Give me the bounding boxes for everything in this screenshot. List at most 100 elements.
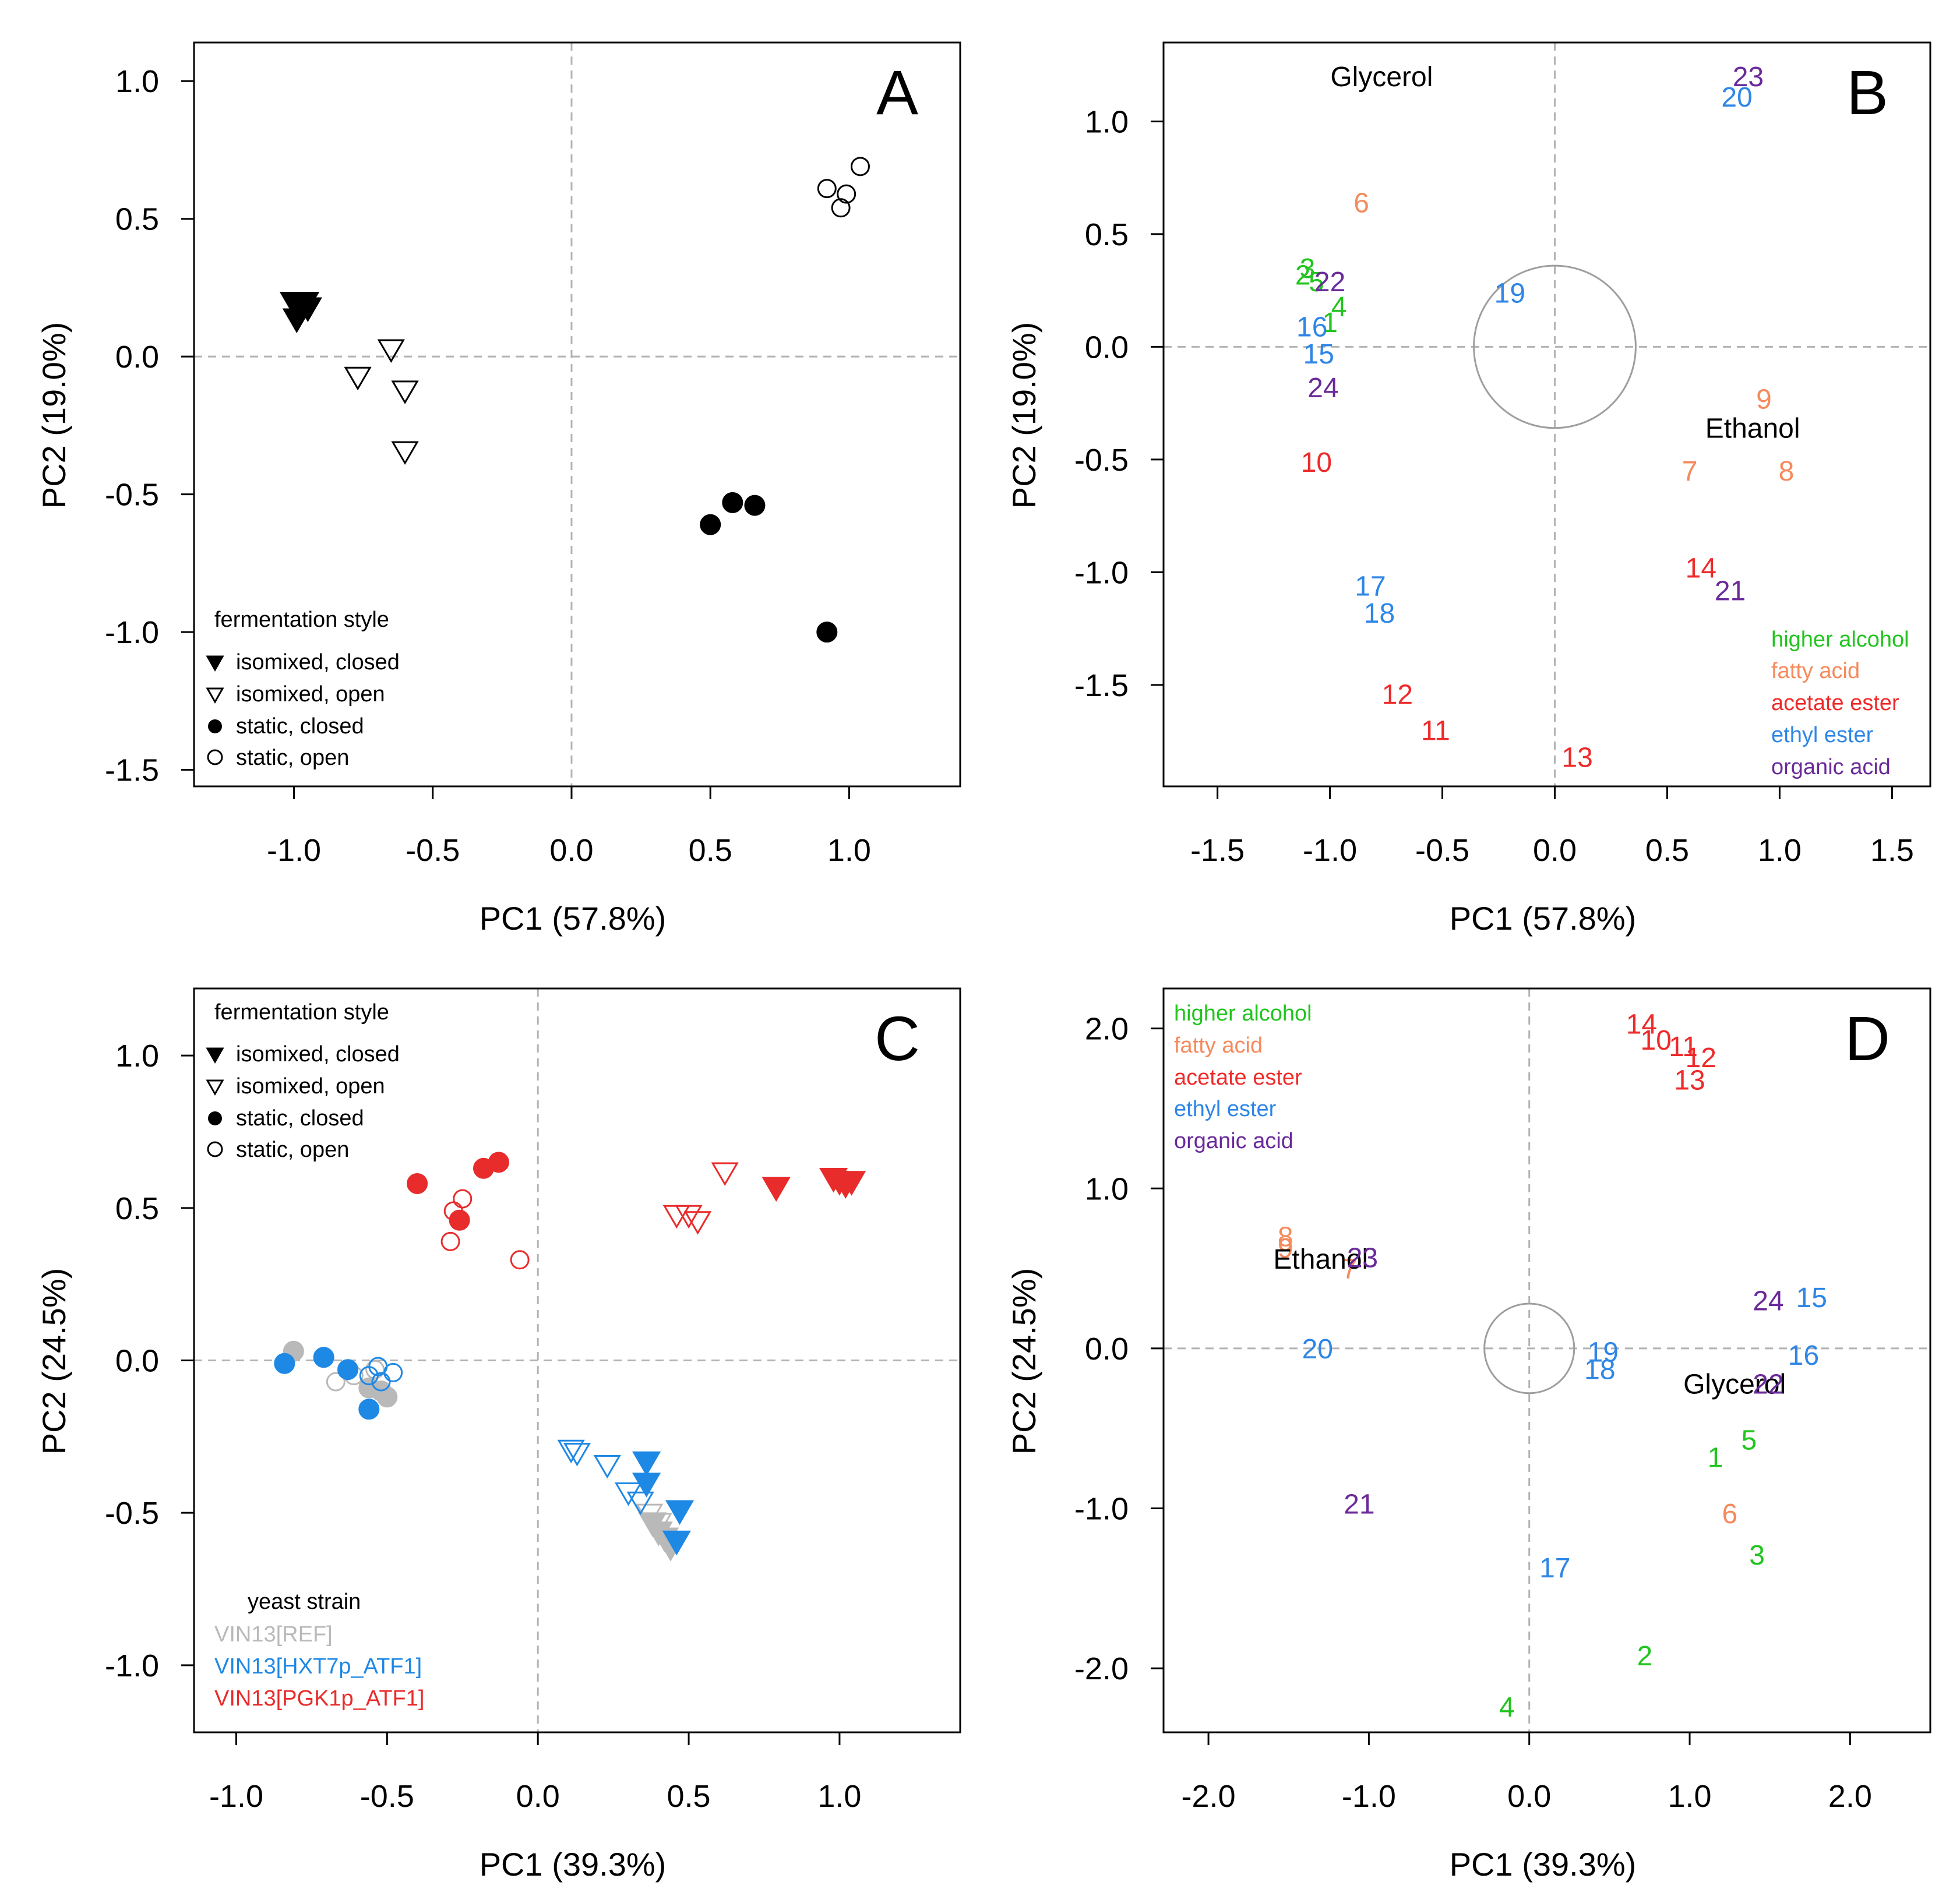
data-point xyxy=(407,1173,428,1194)
y-tick-label: -0.5 xyxy=(105,1496,159,1531)
panel-a: -1.0 -0.5 0.0 0.5 1.0 1.0 0.5 0.0 -0.5 -1.0 -1.5 A… xyxy=(36,41,961,937)
y-tick-label: 1.0 xyxy=(115,64,159,99)
variable-label: 4 xyxy=(1331,292,1347,323)
legend-strain-ref: VIN13[REF] xyxy=(214,1622,333,1647)
panel-d-legend: higher alcohol fatty acid acetate ester … xyxy=(1174,1001,1312,1153)
data-point xyxy=(274,1353,295,1374)
x-tick-label: 0.0 xyxy=(1507,1779,1551,1814)
variable-label: 18 xyxy=(1584,1355,1615,1386)
variable-label: 20 xyxy=(1721,82,1752,113)
data-point xyxy=(337,1359,359,1380)
panel-c-legend: fermentation style isomixed, closed isom… xyxy=(206,1000,400,1162)
variable-label: Glycerol xyxy=(1330,62,1433,93)
variable-label: 20 xyxy=(1302,1334,1333,1365)
legend-entry-label: isomixed, open xyxy=(236,682,385,707)
data-point xyxy=(371,1372,391,1392)
data-point xyxy=(614,1482,643,1506)
data-point xyxy=(488,1152,509,1173)
y-tick-label: 0.0 xyxy=(115,1344,159,1379)
data-point xyxy=(453,1189,473,1209)
data-point xyxy=(344,366,372,391)
equilibrium-circle xyxy=(1483,1302,1575,1394)
y-tick-label: -0.5 xyxy=(1074,443,1129,478)
x-tick-label: 1.0 xyxy=(817,1779,861,1814)
data-point xyxy=(831,198,851,218)
legend-fatty-acid: fatty acid xyxy=(1771,659,1860,683)
data-point xyxy=(377,339,405,363)
x-tick-label: -1.0 xyxy=(209,1779,263,1814)
y-tick-label: 0.5 xyxy=(1085,217,1129,252)
legend-acetate-ester: acetate ester xyxy=(1771,691,1899,715)
panel-c-xlabel: PC1 (39.3%) xyxy=(480,1846,667,1883)
variable-label: 23 xyxy=(1733,62,1764,93)
y-tick-label: -1.5 xyxy=(1074,668,1129,703)
legend-marker-circle-open xyxy=(207,749,223,765)
variable-label: 17 xyxy=(1355,571,1386,602)
plot-frame xyxy=(1162,987,1931,1733)
legend-entry-label: static, open xyxy=(236,746,349,770)
data-point xyxy=(563,1443,591,1467)
plot-layer: -1.5 -1.0 -0.5 0.0 0.5 1.0 1.5 1.0 0.5 0.0 -0.5 -1.… xyxy=(1074,41,1931,868)
data-point xyxy=(358,1399,380,1420)
legend-marker-triangle-open xyxy=(206,1079,224,1096)
legend-ethyl-ester: ethyl ester xyxy=(1174,1097,1277,1121)
variable-label: 22 xyxy=(1314,267,1345,298)
y-tick-label: -0.5 xyxy=(105,478,159,513)
variable-label: 6 xyxy=(1353,188,1369,219)
data-point xyxy=(365,1360,385,1379)
variable-label: 21 xyxy=(1715,575,1746,606)
plot-layer: -1.0 -0.5 0.0 0.5 1.0 1.0 0.5 0.0 -0.5 -1.0 xyxy=(105,987,961,1814)
variable-label: 23 xyxy=(1347,1242,1378,1273)
variable-label: 5 xyxy=(1742,1425,1757,1456)
y-tick-label: -2.0 xyxy=(1074,1651,1129,1686)
plot-layer: -2.0 -1.0 0.0 1.0 2.02.01.00.0-1.0-2.0141011… xyxy=(1074,987,1931,1814)
variable-label: 7 xyxy=(1342,1254,1358,1285)
data-point xyxy=(762,1177,791,1202)
legend-entry-label: static, closed xyxy=(236,714,364,739)
legend-acetate-ester: acetate ester xyxy=(1174,1065,1302,1090)
x-tick-label: -0.5 xyxy=(406,833,460,868)
panel-d: -2.0 -1.0 0.0 1.0 2.02.01.00.0-1.0-2.0141011… xyxy=(1006,987,1931,1883)
data-point xyxy=(700,514,721,535)
x-tick-label: -0.5 xyxy=(1415,833,1469,868)
variable-label: 1 xyxy=(1322,308,1338,338)
variable-label: 8 xyxy=(1779,456,1795,487)
variable-label: 3 xyxy=(1749,1540,1765,1571)
variable-label: 12 xyxy=(1686,1043,1716,1074)
y-tick-label: 0.5 xyxy=(115,1191,159,1226)
variable-label: Ethanol xyxy=(1705,414,1800,444)
variable-label: 14 xyxy=(1686,553,1716,584)
legend-marker-triangle-filled xyxy=(206,655,224,672)
data-point xyxy=(440,1231,460,1251)
panel-c-label: C xyxy=(875,1003,920,1074)
panel-d-ylabel: PC2 (24.5%) xyxy=(1006,1268,1042,1455)
variable-label: 1 xyxy=(1708,1443,1723,1474)
y-tick-label: -1.0 xyxy=(105,1648,159,1683)
data-point xyxy=(662,1530,691,1556)
x-tick-label: 0.0 xyxy=(1533,833,1577,868)
legend-marker-triangle-filled xyxy=(206,1047,224,1064)
legend-marker-circle-open xyxy=(207,1141,223,1157)
equilibrium-circle xyxy=(1473,264,1637,429)
legend-ethyl-ester: ethyl ester xyxy=(1771,723,1874,747)
data-point xyxy=(665,1500,695,1525)
variable-label: 11 xyxy=(1421,715,1450,746)
x-tick-label: 0.5 xyxy=(1645,833,1689,868)
legend-organic-acid: organic acid xyxy=(1174,1129,1293,1153)
variable-label: 11 xyxy=(1669,1032,1698,1062)
x-tick-label: 0.0 xyxy=(516,1779,560,1814)
x-tick-label: -1.5 xyxy=(1190,833,1245,868)
legend-higher-alcohol: higher alcohol xyxy=(1771,627,1909,652)
panel-a-ylabel: PC2 (19.0%) xyxy=(36,322,72,509)
data-point xyxy=(626,1491,654,1516)
variable-label: 24 xyxy=(1307,373,1338,404)
variable-label: 10 xyxy=(1641,1025,1672,1056)
data-point xyxy=(293,297,322,323)
x-tick-label: 0.5 xyxy=(667,1779,711,1814)
panel-c: -1.0 -0.5 0.0 0.5 1.0 1.0 0.5 0.0 -0.5 -1.0 C PC1… xyxy=(36,987,961,1883)
y-tick-label: 0.5 xyxy=(115,202,159,237)
data-point xyxy=(683,1211,712,1235)
data-point xyxy=(816,622,838,643)
data-point xyxy=(443,1201,463,1221)
legend-organic-acid: organic acid xyxy=(1771,755,1891,779)
